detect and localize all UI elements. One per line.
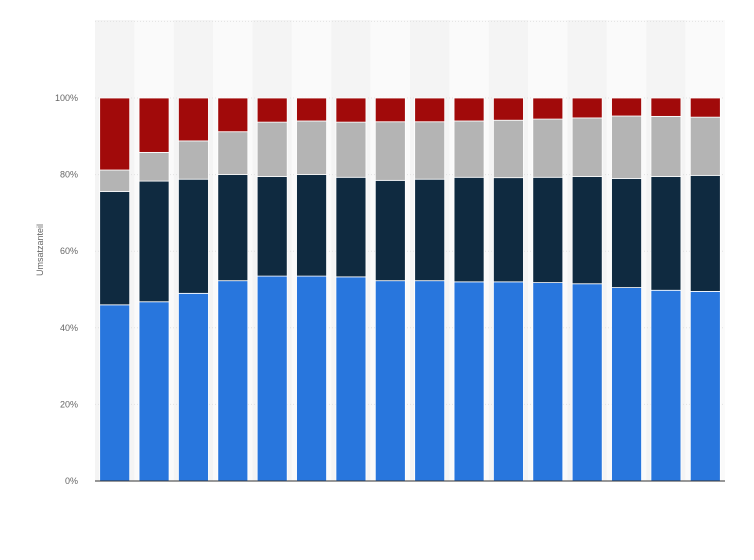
bar-segment [138, 97, 170, 153]
y-tick-label: 40% [60, 323, 78, 333]
y-tick-label: 60% [60, 246, 78, 256]
bar-segment [296, 174, 327, 277]
bar-segment [611, 97, 642, 117]
bar-segment [689, 174, 721, 292]
bar-segment [689, 291, 721, 482]
bar-segment [374, 97, 406, 123]
bar-segment [689, 116, 721, 176]
bar-segment [689, 97, 721, 118]
bar-segment [571, 176, 603, 285]
bar-segment [296, 275, 327, 482]
bar-segment [374, 280, 406, 482]
bar-segment [453, 281, 485, 482]
bar-segment [217, 280, 249, 482]
bar-segment [296, 97, 327, 122]
bar-segment [335, 121, 367, 178]
bar-segment [256, 97, 288, 123]
bar-segment [99, 191, 131, 306]
y-tick-label: 20% [60, 399, 78, 409]
bar-segment [650, 115, 682, 177]
bar-segment [532, 282, 564, 482]
bar-segment [414, 97, 446, 123]
bar-segment [493, 97, 524, 121]
bar-segment [453, 97, 485, 122]
y-tick-label: 80% [60, 170, 78, 180]
bar-segment [256, 176, 288, 277]
bar-segment [414, 280, 446, 482]
bar-segment [611, 178, 642, 288]
bar-segment [493, 281, 524, 482]
bar-segment [571, 97, 603, 119]
bar-segment [414, 178, 446, 282]
bar-segment [611, 115, 642, 179]
bar-segment [374, 121, 406, 181]
bar-segment [493, 119, 524, 179]
bar-segment [493, 177, 524, 283]
bar-segment [178, 140, 209, 180]
bar-segment [611, 287, 642, 482]
bar-segment [571, 117, 603, 177]
bar-segment [256, 121, 288, 177]
bar-segment [650, 176, 682, 291]
bar-segment [650, 289, 682, 482]
bar-segment [217, 97, 249, 133]
bar-segment [414, 121, 446, 180]
bar-segment [453, 120, 485, 178]
bar-segment [138, 151, 170, 182]
bar-segment [335, 276, 367, 482]
y-axis-title: Umsatzanteil [35, 224, 45, 276]
bar-segment [217, 131, 249, 175]
bar-segment [138, 180, 170, 303]
y-tick-label: 0% [65, 476, 78, 486]
bar-segment [178, 97, 209, 142]
bar-segment [571, 283, 603, 482]
bar-segment [256, 275, 288, 482]
bar-segment [99, 304, 131, 482]
bar-segment [99, 97, 131, 171]
bar-segment [650, 97, 682, 117]
bar-segment [99, 169, 131, 192]
bar-segment [178, 178, 209, 294]
bar-segment [178, 292, 209, 482]
bar-segment [532, 176, 564, 284]
y-tick-label: 100% [55, 93, 78, 103]
bar-segment [335, 97, 367, 123]
bar-segment [335, 176, 367, 278]
bar-segment [374, 179, 406, 282]
bar-segment [138, 301, 170, 482]
y-tick-labels: 0% 20% 40% 60% 80% 100% [55, 93, 78, 486]
bar-segment [532, 118, 564, 178]
bar-segment [296, 120, 327, 176]
bar-segment [532, 97, 564, 120]
bar-segment [217, 174, 249, 282]
bar-segment [453, 176, 485, 283]
